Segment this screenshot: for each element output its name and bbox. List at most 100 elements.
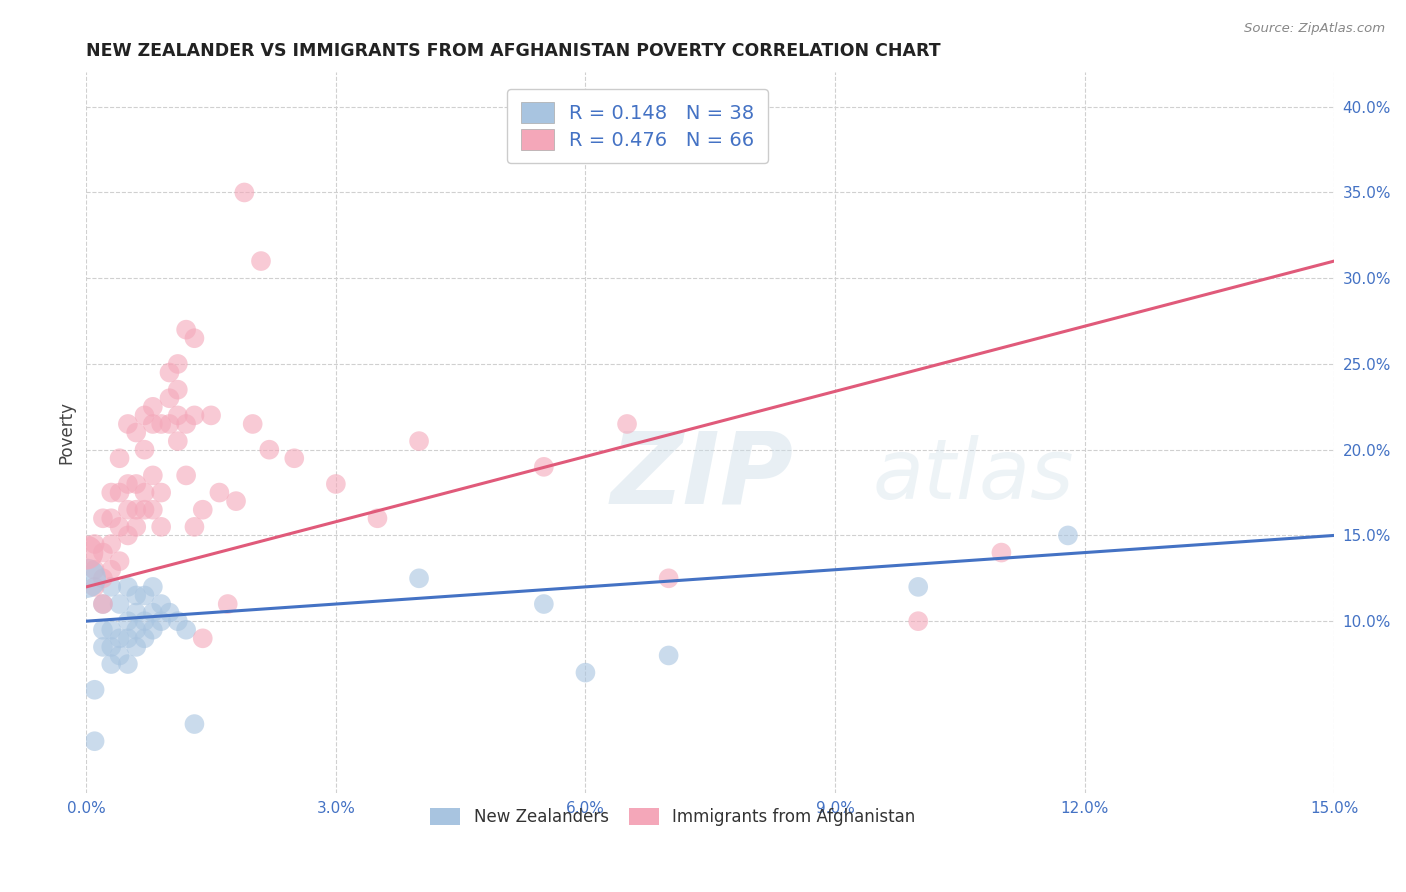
Point [117, 580, 139, 594]
Point [108, 554, 131, 568]
Point [108, 485, 131, 500]
Point [125, 502, 148, 516]
Point [533, 597, 555, 611]
Point [574, 665, 596, 680]
Point [907, 580, 929, 594]
Point [125, 589, 148, 603]
Point [1057, 528, 1080, 542]
Point [100, 580, 122, 594]
Point [325, 477, 347, 491]
Point [174, 623, 197, 637]
Point [83, 563, 105, 577]
Point [83, 537, 105, 551]
Point [191, 502, 214, 516]
Point [125, 623, 148, 637]
Point [134, 589, 156, 603]
Point [142, 417, 165, 431]
Point [183, 717, 205, 731]
Point [225, 494, 247, 508]
Point [125, 520, 148, 534]
Point [100, 657, 122, 671]
Point [150, 520, 173, 534]
Point [125, 606, 148, 620]
Point [83, 734, 105, 748]
Point [408, 434, 430, 449]
Point [990, 545, 1012, 559]
Point [108, 632, 131, 646]
Point [117, 614, 139, 628]
Point [91, 571, 114, 585]
Point [134, 502, 156, 516]
Point [91, 640, 114, 654]
Text: atlas: atlas [873, 435, 1074, 516]
Point [91, 597, 114, 611]
Point [134, 632, 156, 646]
Point [408, 571, 430, 585]
Point [91, 597, 114, 611]
Point [658, 571, 681, 585]
Point [183, 409, 205, 423]
Point [208, 485, 231, 500]
Point [191, 632, 214, 646]
Point [166, 434, 188, 449]
Point [117, 632, 139, 646]
Point [117, 528, 139, 542]
Text: ZIP: ZIP [610, 427, 793, 524]
Point [159, 417, 181, 431]
Point [142, 400, 165, 414]
Point [100, 485, 122, 500]
Point [166, 614, 188, 628]
Point [100, 511, 122, 525]
Point [150, 597, 173, 611]
Point [217, 597, 239, 611]
Point [100, 640, 122, 654]
Point [200, 409, 222, 423]
Point [117, 502, 139, 516]
Point [616, 417, 638, 431]
Point [166, 383, 188, 397]
Point [108, 451, 131, 466]
Point [100, 623, 122, 637]
Point [125, 640, 148, 654]
Point [142, 623, 165, 637]
Point [166, 409, 188, 423]
Text: Source: ZipAtlas.com: Source: ZipAtlas.com [1244, 22, 1385, 36]
Point [91, 511, 114, 525]
Point [533, 459, 555, 474]
Point [142, 502, 165, 516]
Point [166, 357, 188, 371]
Point [142, 580, 165, 594]
Point [150, 485, 173, 500]
Point [108, 597, 131, 611]
Point [174, 323, 197, 337]
Point [150, 614, 173, 628]
Point [283, 451, 305, 466]
Point [75, 571, 97, 585]
Point [174, 417, 197, 431]
Point [108, 520, 131, 534]
Point [142, 606, 165, 620]
Point [91, 623, 114, 637]
Point [134, 485, 156, 500]
Point [83, 580, 105, 594]
Point [125, 425, 148, 440]
Point [242, 417, 264, 431]
Point [100, 563, 122, 577]
Point [183, 520, 205, 534]
Text: NEW ZEALANDER VS IMMIGRANTS FROM AFGHANISTAN POVERTY CORRELATION CHART: NEW ZEALANDER VS IMMIGRANTS FROM AFGHANI… [86, 42, 941, 60]
Point [159, 391, 181, 405]
Point [134, 614, 156, 628]
Point [117, 657, 139, 671]
Point [907, 614, 929, 628]
Point [159, 366, 181, 380]
Point [100, 537, 122, 551]
Point [159, 606, 181, 620]
Point [125, 477, 148, 491]
Point [233, 186, 256, 200]
Point [250, 254, 273, 268]
Point [83, 682, 105, 697]
Legend: New Zealanders, Immigrants from Afghanistan: New Zealanders, Immigrants from Afghanis… [422, 800, 924, 835]
Point [134, 442, 156, 457]
Point [150, 417, 173, 431]
Point [658, 648, 681, 663]
